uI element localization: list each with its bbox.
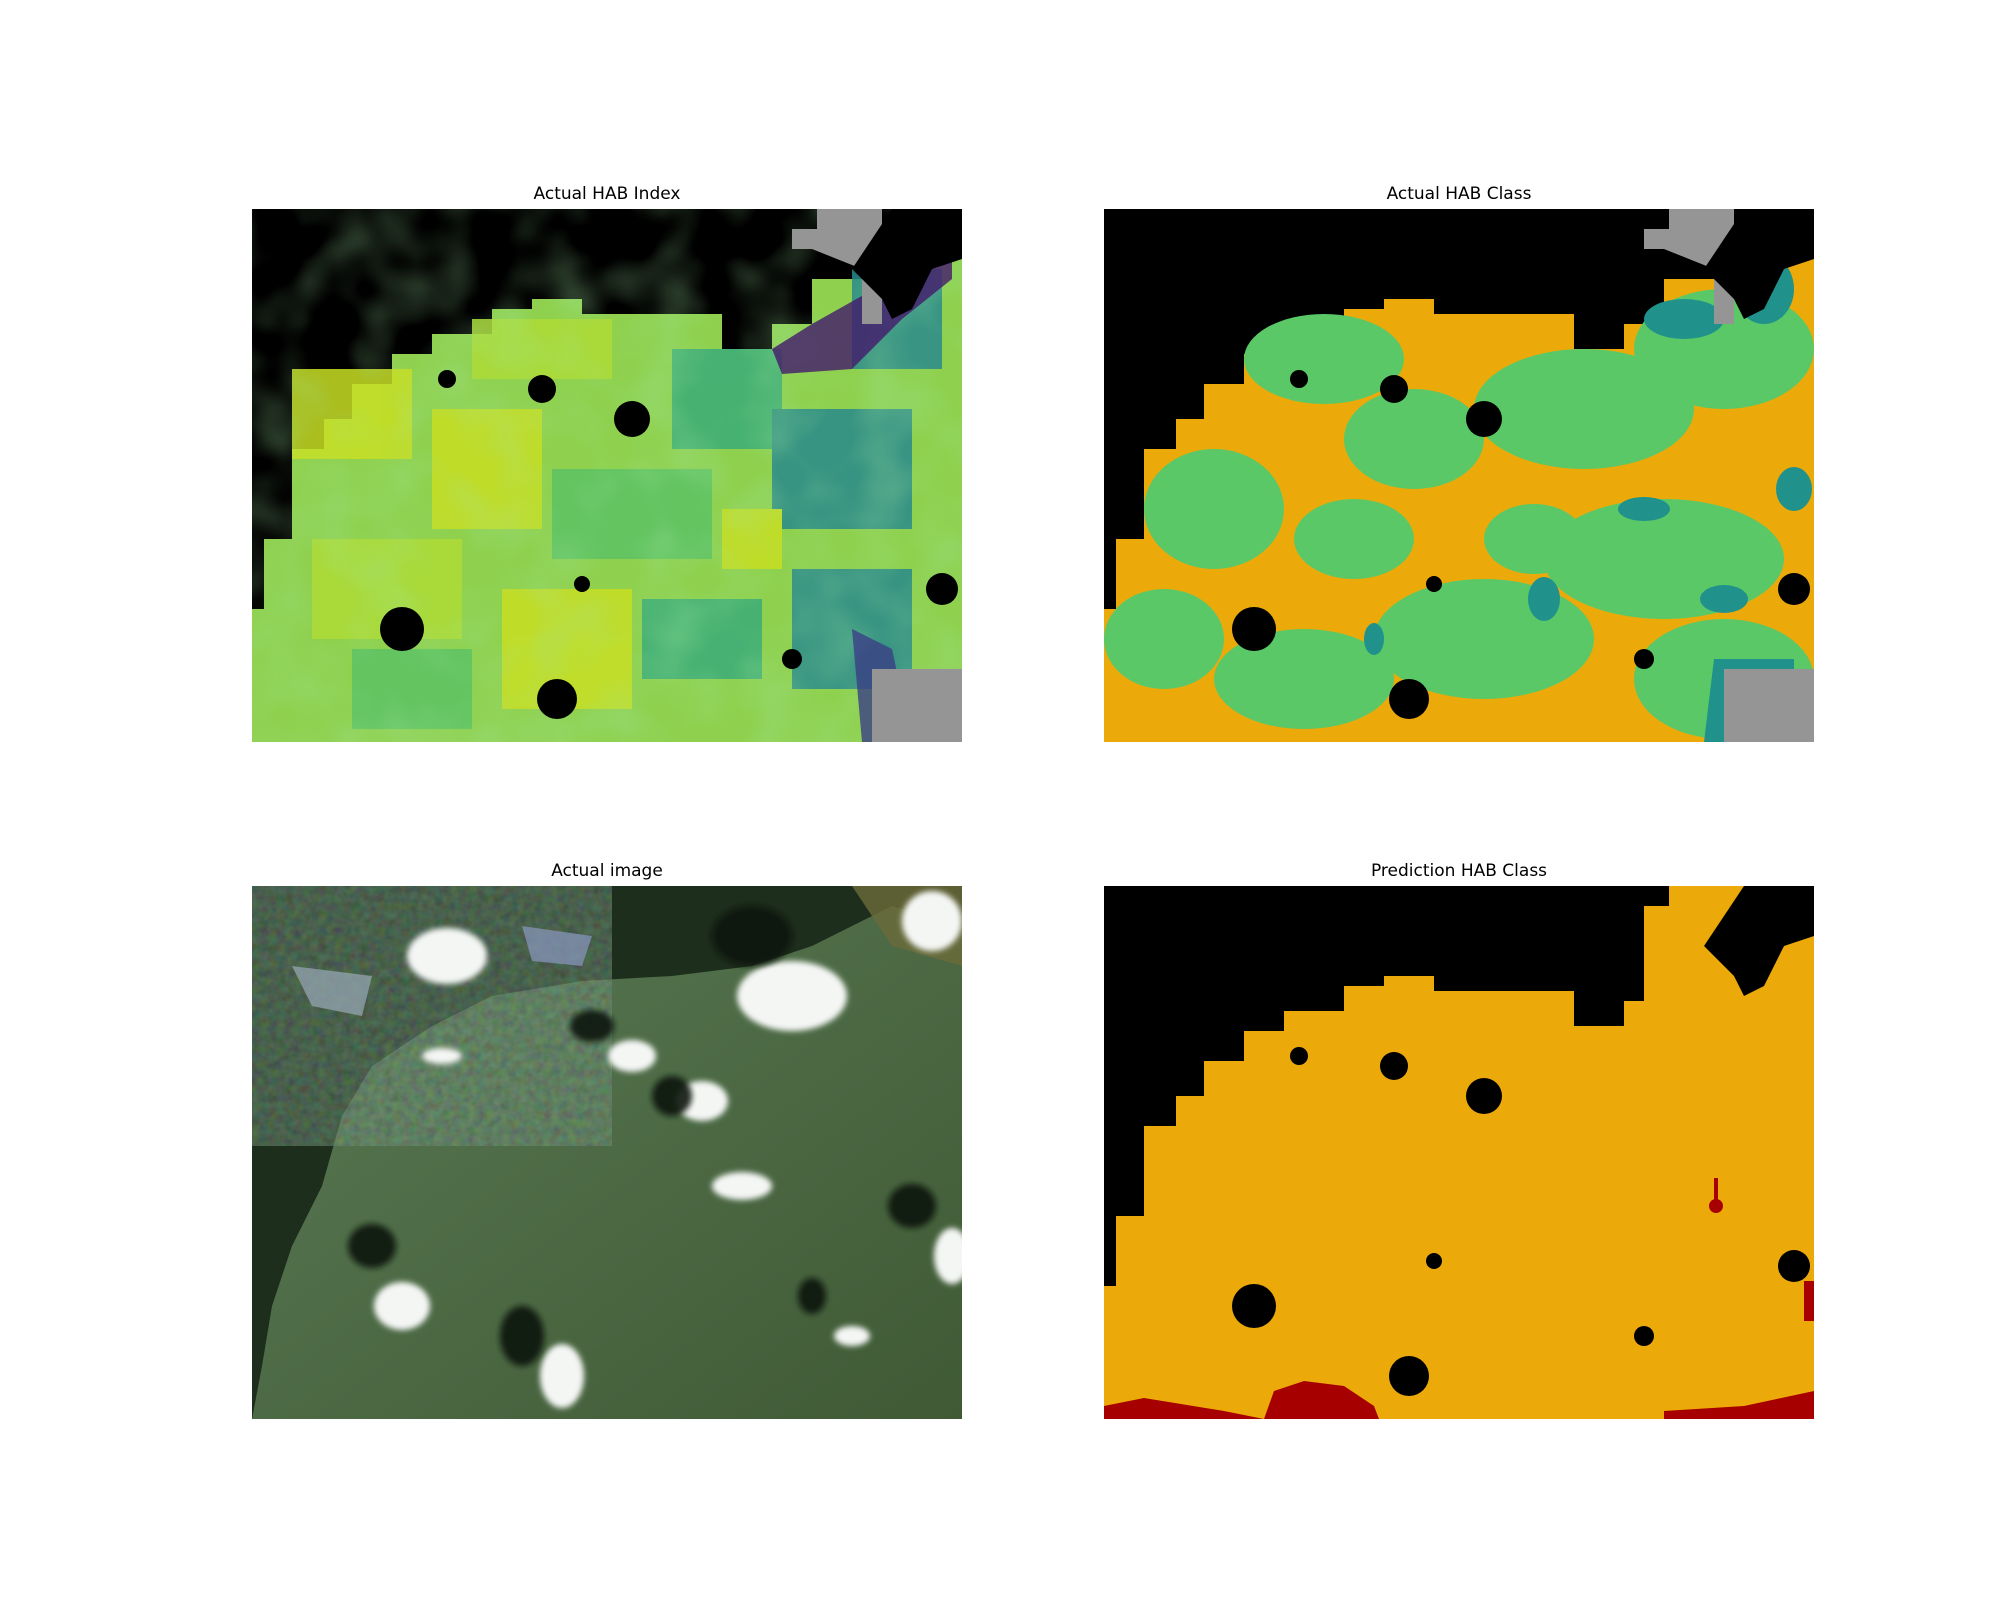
image-clouds <box>374 891 962 1408</box>
satellite-image <box>252 886 962 1419</box>
hab-index-map <box>252 209 962 742</box>
index-land-top-right <box>852 209 962 319</box>
image-cloud-shadows <box>348 906 936 1366</box>
index-nodata-top <box>792 209 882 324</box>
prediction-hab-class-map <box>1104 886 1814 1419</box>
panel-title-hab-class: Actual HAB Class <box>1386 184 1532 204</box>
panel-title-hab-index: Actual HAB Index <box>533 184 681 204</box>
panel-title-prediction-hab-class: Prediction HAB Class <box>1370 861 1548 881</box>
panel-title-actual-image: Actual image <box>551 861 663 881</box>
index-nodata-bottom <box>872 669 962 742</box>
prediction-red-bottom <box>1264 1381 1379 1419</box>
prediction-water-region <box>1104 886 1814 1419</box>
hab-class-map <box>1104 209 1814 742</box>
